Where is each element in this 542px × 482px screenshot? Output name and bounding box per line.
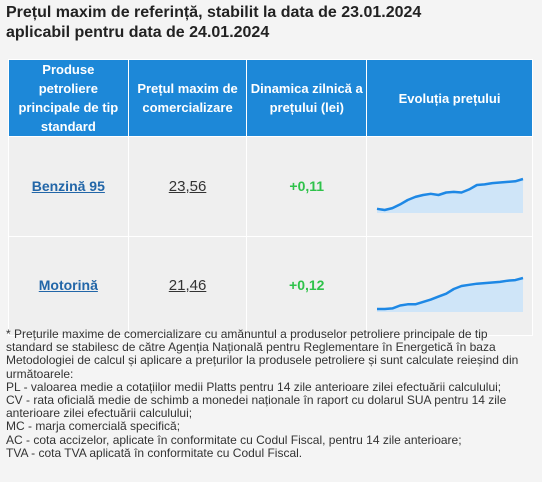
table-row: Motorină 21,46 +0,12 [8, 236, 533, 336]
sparkline-cell [366, 236, 533, 336]
sparkline-benzina [376, 177, 523, 213]
footnote-tva: TVA - cota TVA aplicată în conformitate … [6, 445, 303, 460]
header-daily-change: Dinamica zilnică a prețului (lei) [246, 59, 368, 137]
footnote-intro: * Prețurile maxime de comercializare cu … [6, 327, 519, 381]
product-link-motorina[interactable]: Motorină [38, 277, 98, 293]
header-price-evolution: Evoluția prețului [366, 59, 533, 137]
sparkline-line [376, 276, 523, 311]
footnote-cv: CV - rata oficială medie de schimb a mon… [6, 393, 507, 421]
table-header-row: Produse petroliere principale de tip sta… [8, 59, 533, 137]
table-row: Benzină 95 23,56 +0,11 [8, 136, 533, 237]
footnotes: * Prețurile maxime de comercializare cu … [6, 327, 534, 460]
price-link-motorina[interactable]: 21,46 [168, 277, 207, 294]
sparkline-area [376, 278, 523, 312]
footnote-pl: PL - valoarea medie a cotațiilor medii P… [6, 379, 502, 394]
sparkline-cell [366, 136, 533, 237]
title-line-2: aplicabil pentru data de 24.01.2024 [6, 24, 270, 41]
daily-change-benzina: +0,11 [289, 177, 325, 194]
header-max-price: Prețul maxim de comercializare [127, 59, 248, 137]
footnote-ac: AC - cota accizelor, aplicate în conform… [6, 432, 462, 447]
change-cell: +0,12 [246, 236, 368, 336]
price-cell: 23,56 [127, 136, 248, 237]
sparkline-motorina [376, 276, 523, 312]
header-products: Produse petroliere principale de tip sta… [8, 59, 129, 137]
price-link-benzina[interactable]: 23,56 [168, 177, 207, 195]
price-cell: 21,46 [127, 236, 248, 336]
sparkline-area [376, 178, 523, 213]
change-cell: +0,11 [246, 136, 368, 237]
daily-change-motorina: +0,12 [289, 277, 325, 293]
price-table: Produse petroliere principale de tip sta… [8, 59, 533, 336]
product-cell: Motorină [8, 236, 129, 336]
page-title: Prețul maxim de referință, stabilit la d… [6, 3, 542, 43]
product-cell: Benzină 95 [8, 136, 129, 237]
footnote-mc: MC - marja comercială specifică; [6, 419, 181, 434]
product-link-benzina[interactable]: Benzină 95 [31, 177, 105, 194]
title-line-1: Prețul maxim de referință, stabilit la d… [6, 4, 422, 21]
sparkline-line [376, 177, 523, 211]
